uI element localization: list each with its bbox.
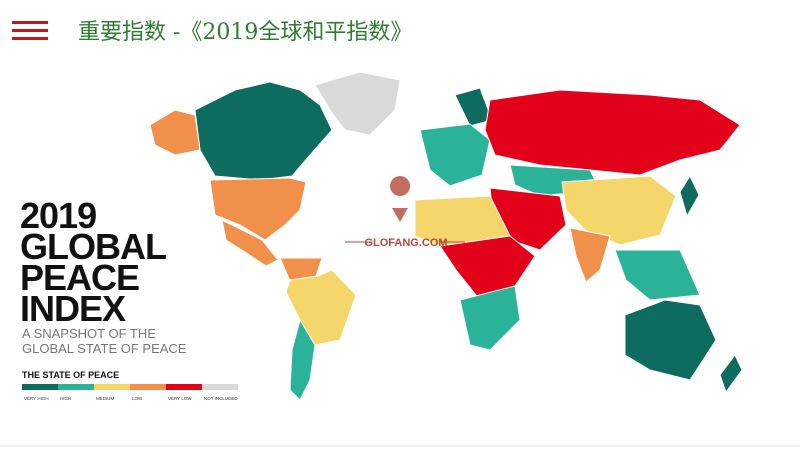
country-region: [149, 109, 201, 156]
legend-swatch: [166, 384, 202, 390]
country-region: [285, 269, 357, 346]
country-region: [679, 174, 700, 218]
country-region: [569, 227, 611, 283]
poster-subtitle-line: GLOBAL STATE OF PEACE: [22, 341, 187, 356]
country-region: [314, 71, 401, 136]
country-region: [614, 249, 701, 301]
watermark: GLOFANG.COM: [345, 176, 465, 249]
country-region: [221, 219, 279, 267]
legend-label: LOW: [132, 396, 143, 401]
legend: VERY HIGH HIGH MEDIUM LOW VERY LOW NOT INCLUD…: [22, 384, 238, 401]
legend-swatch: [130, 384, 166, 390]
poster-title-line: INDEX: [20, 288, 126, 329]
legend-label: NOT INCLUDED: [204, 396, 238, 401]
country-region: [719, 354, 743, 394]
country-region: [289, 318, 316, 401]
poster-title-line: GLOBAL: [20, 226, 166, 267]
country-region: [624, 299, 717, 381]
menu-icon[interactable]: [12, 21, 48, 40]
country-region: [419, 123, 491, 187]
country-region: [439, 235, 536, 301]
world-map: [149, 71, 743, 401]
poster-subtitle-line: A SNAPSHOT OF THE: [22, 326, 156, 341]
country-region: [194, 81, 333, 181]
legend-label: MEDIUM: [96, 396, 114, 401]
legend-swatch: [202, 384, 238, 390]
country-region: [561, 175, 677, 246]
watermark-text: GLOFANG.COM: [364, 237, 447, 249]
legend-swatch: [94, 384, 130, 390]
legend-label: VERY HIGH: [24, 396, 49, 401]
country-region: [459, 285, 521, 351]
legend-swatch: [22, 384, 58, 390]
legend-swatch: [58, 384, 94, 390]
country-region: [209, 177, 307, 241]
poster-title-line: 2019: [20, 195, 96, 236]
legend-label: VERY LOW: [168, 396, 192, 401]
poster-title-line: PEACE: [20, 257, 139, 298]
country-region: [484, 89, 741, 176]
legend-title: THE STATE OF PEACE: [22, 370, 119, 380]
header-title: 重要指数 -《2019全球和平指数》: [78, 20, 412, 45]
legend-label: HIGH: [60, 396, 71, 401]
